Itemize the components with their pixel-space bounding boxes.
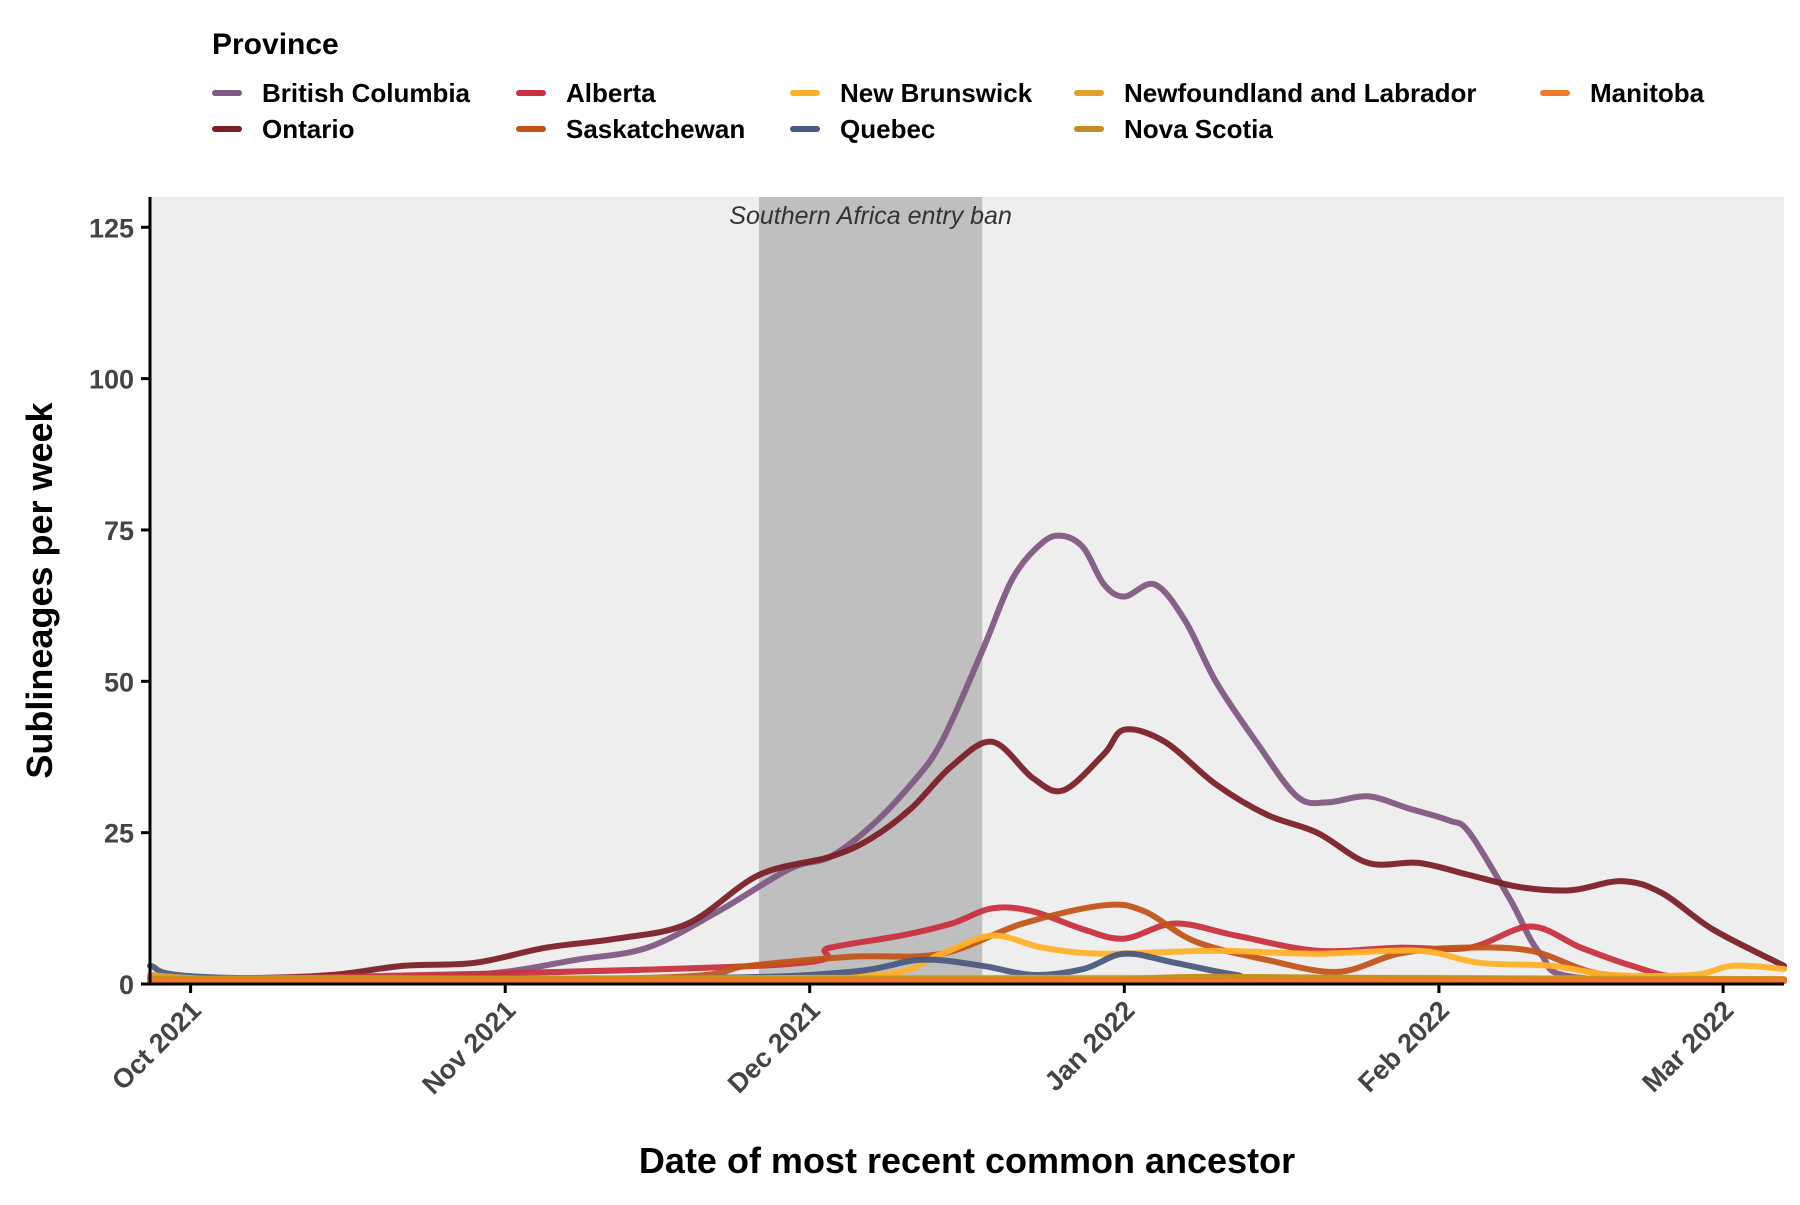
x-tick-label: Oct 2021 xyxy=(106,995,207,1096)
x-tick-label: Nov 2021 xyxy=(416,995,521,1100)
x-tick-label: Feb 2022 xyxy=(1352,995,1455,1098)
legend-label: Alberta xyxy=(566,77,656,108)
legend-key xyxy=(1074,90,1104,96)
x-tick-label: Dec 2021 xyxy=(722,995,826,1099)
legend-key xyxy=(212,90,242,96)
series-layer xyxy=(147,532,1787,985)
series-line-1 xyxy=(147,726,1787,982)
legend-item: Saskatchewan xyxy=(516,112,745,146)
legend-item: Manitoba xyxy=(1540,76,1704,110)
y-tick-label: 100 xyxy=(89,365,134,395)
entry-ban-label: Southern Africa entry ban xyxy=(729,202,1012,230)
legend-key xyxy=(1074,126,1104,132)
legend-key xyxy=(212,126,242,132)
legend-label: Ontario xyxy=(262,113,355,144)
series-line-0 xyxy=(147,532,1787,985)
legend-key xyxy=(790,126,820,132)
y-tick-label: 0 xyxy=(119,970,134,1000)
entry-ban-shade xyxy=(758,197,983,984)
legend-item: New Brunswick xyxy=(790,76,1032,110)
legend-label: New Brunswick xyxy=(840,77,1033,108)
x-tick-label: Jan 2022 xyxy=(1039,995,1141,1097)
legend-label: Nova Scotia xyxy=(1124,113,1273,144)
legend-key xyxy=(516,126,546,132)
legend-label: Quebec xyxy=(840,113,936,144)
series-line-3 xyxy=(147,901,1787,984)
legend-item: Newfoundland and Labrador xyxy=(1074,76,1476,110)
y-tick-label: 125 xyxy=(89,213,134,243)
legend-item: Ontario xyxy=(212,112,354,146)
legend: Province British Columbia Ontario Alberta S… xyxy=(212,28,1772,158)
legend-label: British Columbia xyxy=(262,77,471,108)
y-tick-label: 25 xyxy=(104,819,134,849)
legend-key xyxy=(1540,90,1570,96)
legend-label: Manitoba xyxy=(1590,77,1705,108)
legend-item: Quebec xyxy=(790,112,935,146)
y-tick-label: 75 xyxy=(104,516,134,546)
legend-item: Nova Scotia xyxy=(1074,112,1273,146)
legend-key xyxy=(516,90,546,96)
y-tick-label: 50 xyxy=(104,667,134,697)
x-axis-label: Date of most recent common ancestor xyxy=(639,1140,1295,1181)
legend-title: Province xyxy=(212,28,339,61)
legend-item: Alberta xyxy=(516,76,656,110)
legend-label: Newfoundland and Labrador xyxy=(1124,77,1477,108)
legend-label: Saskatchewan xyxy=(566,113,746,144)
y-axis-label: Sublineages per week xyxy=(19,401,60,778)
legend-item: British Columbia xyxy=(212,76,470,110)
x-tick-label: Mar 2022 xyxy=(1636,995,1739,1098)
legend-key xyxy=(790,90,820,96)
